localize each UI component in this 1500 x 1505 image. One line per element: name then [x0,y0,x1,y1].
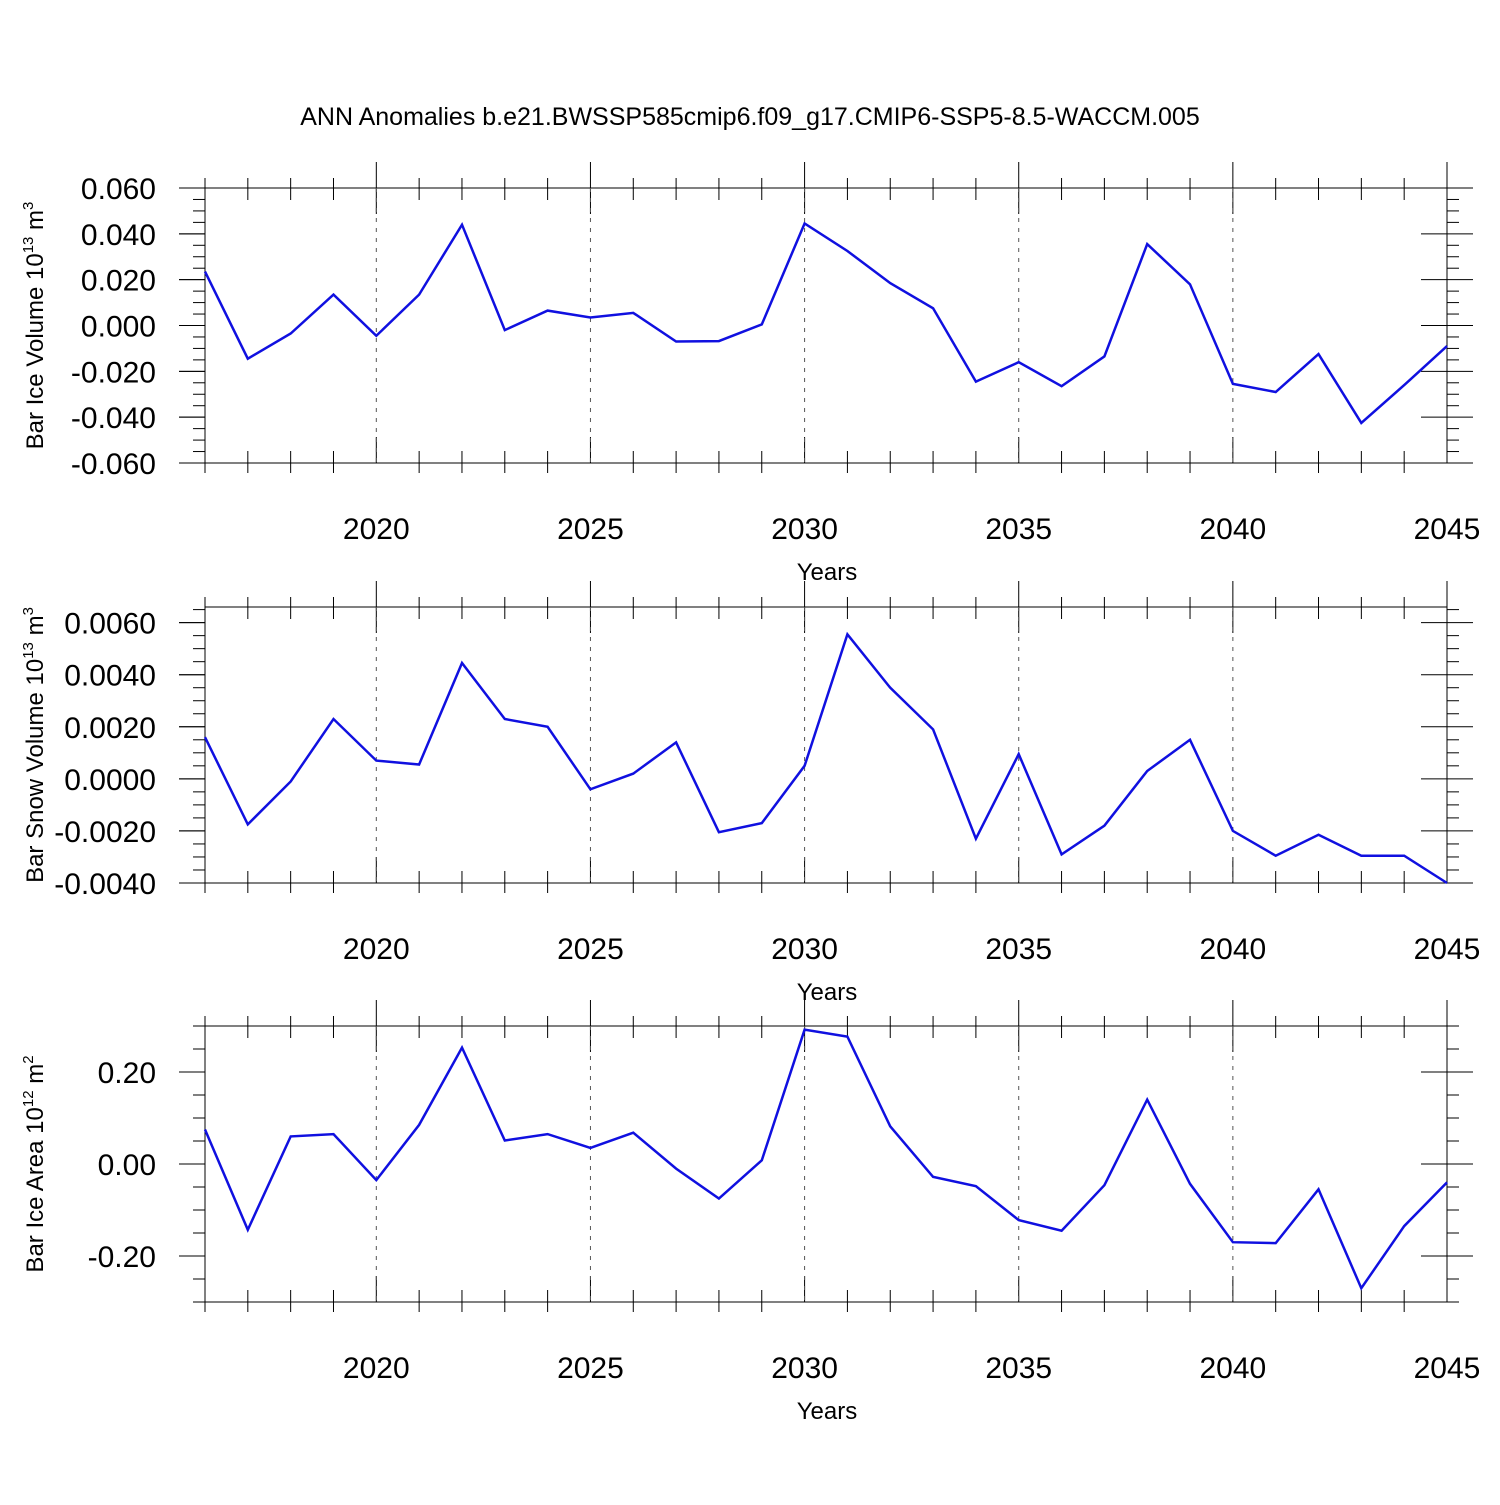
x-tick-label: 2025 [557,933,624,966]
y-tick-label: -0.20 [88,1241,156,1274]
y-tick-label: 0.00 [98,1149,156,1182]
y-tick-label: -0.0040 [54,868,156,901]
x-tick-label: 2020 [343,513,410,546]
y-tick-label: 0.0020 [64,712,156,745]
chart-panel-2: -0.0040 -0.0020 0.0000 0.0020 0.0040 0.0060 20… [20,581,1480,1006]
y-tick-label: 0.0000 [64,764,156,797]
y-axis-title: Bar Snow Volume 1013 m3 [20,607,49,883]
y-tick-label: 0.020 [81,265,156,298]
x-tick-label: 2035 [985,1352,1052,1385]
y-tick-label: 0.0040 [64,660,156,693]
y-tick-label: -0.060 [71,448,156,481]
y-tick-label: 0.000 [81,311,156,344]
x-tick-label: 2040 [1199,513,1266,546]
plot-frame [205,607,1447,883]
x-tick-label: 2025 [557,1352,624,1385]
x-tick-label: 2030 [771,933,838,966]
x-tick-label: 2030 [771,1352,838,1385]
x-tick-label: 2030 [771,513,838,546]
plot-frame [205,1026,1447,1302]
x-tick-label: 2045 [1414,1352,1481,1385]
x-tick-label: 2035 [985,513,1052,546]
y-tick-label: -0.040 [71,402,156,435]
plot-frame [205,188,1447,463]
chart-panel-3: -0.20 0.00 0.20 2020 2025 2030 2035 2040 2045 Yea… [20,1000,1480,1425]
y-tick-label: 0.0060 [64,608,156,641]
series-line [205,224,1447,423]
x-tick-label: 2040 [1199,1352,1266,1385]
y-tick-label: -0.020 [71,356,156,389]
x-tick-label: 2020 [343,1352,410,1385]
x-axis-title: Years [797,1398,858,1425]
chart-panel-1: -0.060 -0.040 -0.020 0.000 0.020 0.040 0.060 20… [20,162,1480,586]
chart-title: ANN Anomalies b.e21.BWSSP585cmip6.f09_g1… [300,103,1199,131]
y-tick-label: -0.0020 [54,816,156,849]
series-line [205,634,1447,883]
x-tick-label: 2020 [343,933,410,966]
x-tick-label: 2045 [1414,513,1481,546]
y-tick-label: 0.20 [98,1057,156,1090]
x-tick-label: 2045 [1414,933,1481,966]
y-axis-title: Bar Ice Volume 1013 m3 [20,202,49,450]
x-tick-label: 2025 [557,513,624,546]
y-tick-label: 0.040 [81,219,156,252]
x-tick-label: 2035 [985,933,1052,966]
series-line [205,1030,1447,1289]
y-tick-label: 0.060 [81,173,156,206]
y-axis-title: Bar Ice Area 1012 m2 [20,1055,49,1272]
x-axis-title: Years [797,559,858,586]
x-axis-title: Years [797,979,858,1006]
x-tick-label: 2040 [1199,933,1266,966]
